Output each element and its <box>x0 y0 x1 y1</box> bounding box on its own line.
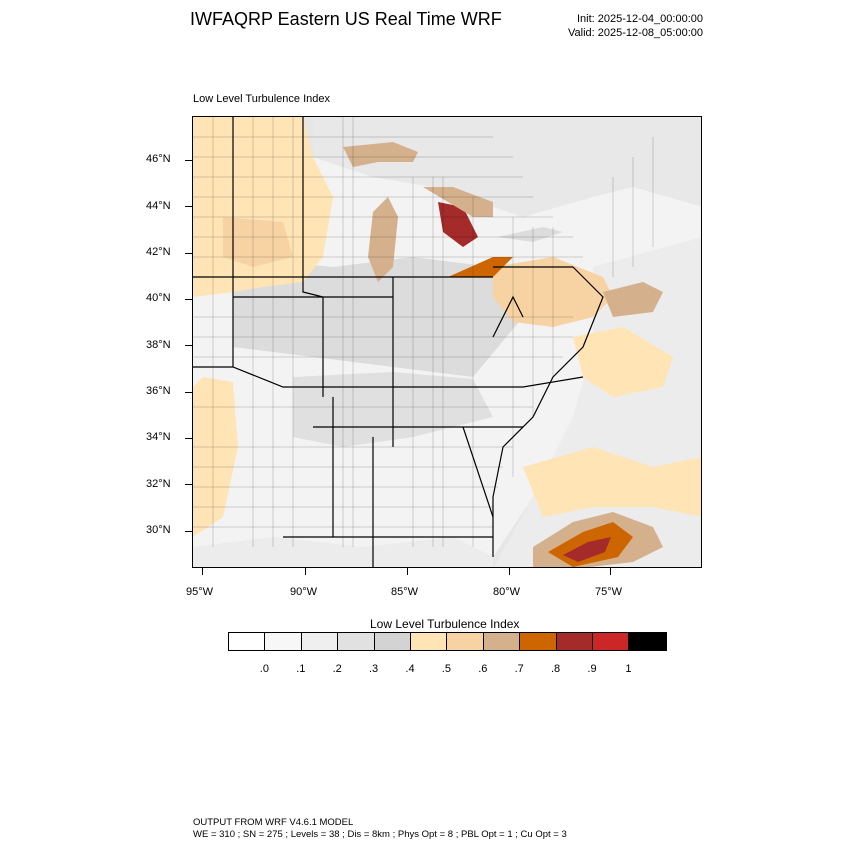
lon-tick <box>202 568 203 575</box>
lat-tick <box>185 206 192 207</box>
northwest-tan <box>223 217 293 267</box>
lat-label-30n: 30°N <box>146 524 171 536</box>
lon-label-75w: 75°W <box>595 586 623 598</box>
colorbar-label: 1 <box>625 663 632 675</box>
lake-superior <box>343 142 418 167</box>
lat-tick <box>185 484 192 485</box>
colorbar-box <box>629 633 666 650</box>
lon-tick <box>305 568 306 575</box>
map-panel <box>192 116 702 568</box>
lat-tick <box>185 531 192 532</box>
lon-tick <box>610 568 611 575</box>
lake-ontario <box>498 227 563 242</box>
nj-offshore-tan <box>603 282 663 317</box>
lon-label-85w: 85°W <box>391 586 419 598</box>
lat-tick <box>185 253 192 254</box>
colorbar-label: .7 <box>514 663 524 675</box>
lake-huron <box>423 187 493 217</box>
lat-tick <box>185 345 192 346</box>
lon-label-80w: 80°W <box>493 586 521 598</box>
lat-label-42n: 42°N <box>146 246 171 258</box>
colorbar-box <box>229 633 266 650</box>
lat-label-36n: 36°N <box>146 385 171 397</box>
colorbar <box>228 632 667 651</box>
lon-tick <box>407 568 408 575</box>
colorbar-label: .9 <box>587 663 597 675</box>
canada-region <box>313 117 701 217</box>
map-subtitle: Low Level Turbulence Index <box>193 93 330 105</box>
lon-label-95w: 95°W <box>186 586 214 598</box>
midatlantic-peach <box>573 327 673 397</box>
lat-tick <box>185 160 192 161</box>
lat-tick <box>185 392 192 393</box>
lat-tick <box>185 299 192 300</box>
texas-peach <box>193 377 238 537</box>
init-time: Init: 2025-12-04_00:00:00 <box>577 13 703 25</box>
colorbar-label: .2 <box>332 663 342 675</box>
colorbar-box <box>301 633 339 650</box>
valid-time: Valid: 2025-12-08_05:00:00 <box>568 27 703 39</box>
colorbar-box <box>410 633 448 650</box>
carolina-offshore-peach <box>523 447 701 517</box>
lat-label-46n: 46°N <box>146 153 171 165</box>
lat-label-32n: 32°N <box>146 478 171 490</box>
model-info-line1: OUTPUT FROM WRF V4.6.1 MODEL <box>193 817 354 828</box>
gulf-of-mexico <box>193 537 493 567</box>
colorbar-box <box>265 633 302 650</box>
colorbar-label: .3 <box>369 663 379 675</box>
colorbar-label: .6 <box>478 663 488 675</box>
colorbar-box <box>483 633 521 650</box>
lat-label-40n: 40°N <box>146 292 171 304</box>
lat-label-44n: 44°N <box>146 200 171 212</box>
lat-tick <box>185 438 192 439</box>
colorbar-box <box>447 633 484 650</box>
lake-michigan <box>368 197 398 282</box>
colorbar-label: .0 <box>259 663 269 675</box>
se-offshore-red <box>563 537 611 562</box>
lake-erie <box>448 257 513 277</box>
colorbar-box <box>338 633 375 650</box>
colorbar-box <box>374 633 411 650</box>
model-info-line2: WE = 310 ; SN = 275 ; Levels = 38 ; Dis … <box>193 829 567 840</box>
lon-label-90w: 90°W <box>290 586 318 598</box>
lon-tick <box>509 568 510 575</box>
colorbar-box <box>592 633 630 650</box>
plot-title: IWFAQRP Eastern US Real Time WRF <box>190 9 502 29</box>
colorbar-label: .4 <box>405 663 415 675</box>
saginaw-hotspot <box>438 202 478 247</box>
county-borders <box>193 117 654 547</box>
colorbar-box <box>520 633 557 650</box>
colorbar-label: .8 <box>551 663 561 675</box>
lat-label-34n: 34°N <box>146 431 171 443</box>
lat-label-38n: 38°N <box>146 339 171 351</box>
colorbar-label: .1 <box>296 663 306 675</box>
colorbar-title: Low Level Turbulence Index <box>370 617 520 631</box>
turbulence-map <box>193 117 701 567</box>
colorbar-label: .5 <box>441 663 451 675</box>
colorbar-box <box>556 633 593 650</box>
